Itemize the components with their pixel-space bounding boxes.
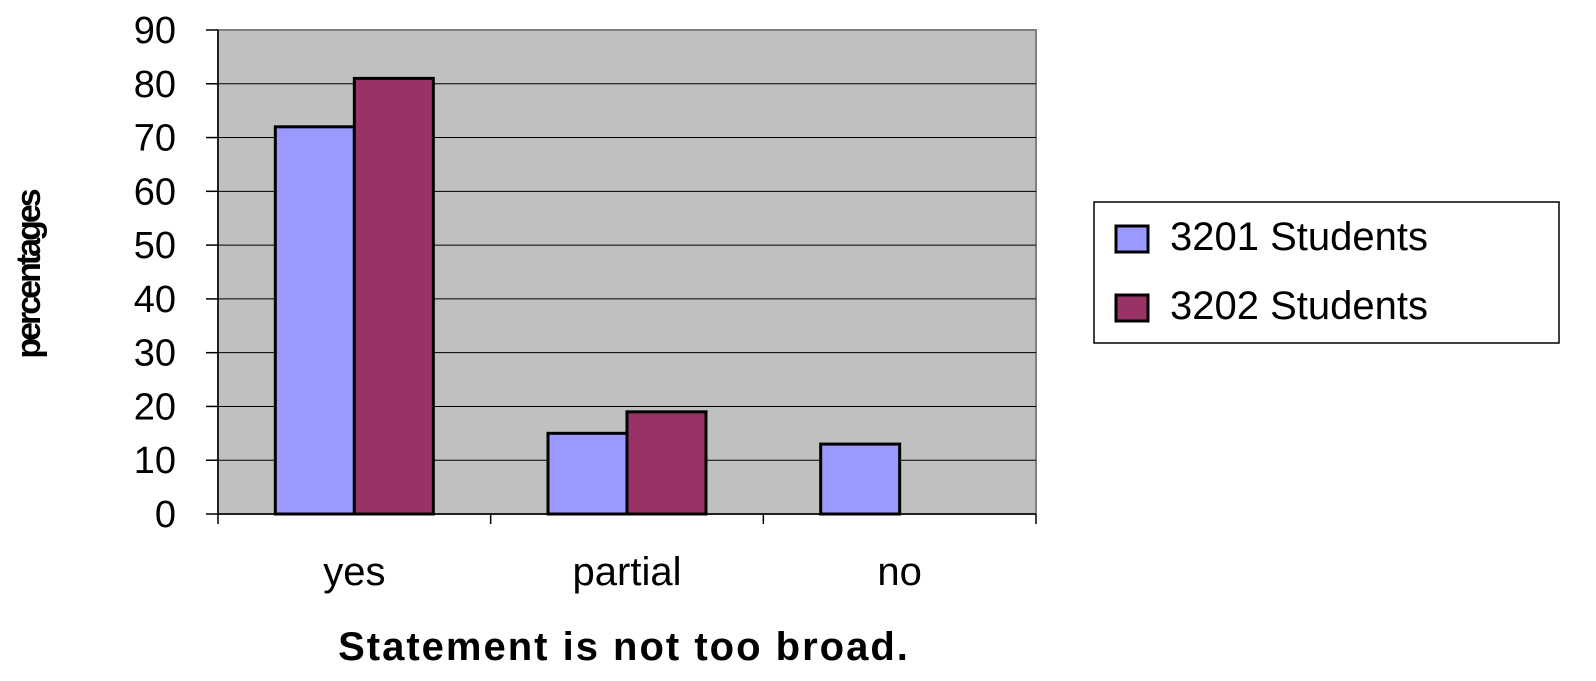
y-axis: 0 10 20 30 40 50 60 70 80 90	[134, 10, 219, 536]
y-tick-label: 40	[134, 279, 176, 321]
bar-no-series-0	[819, 442, 902, 516]
y-tick-label: 10	[134, 440, 176, 482]
y-tick-label: 90	[134, 10, 176, 52]
y-tick-label: 30	[134, 333, 176, 375]
legend-label-3201-students: 3201 Students	[1170, 215, 1428, 259]
bar-yes-series-0	[273, 125, 356, 516]
bars	[273, 76, 902, 516]
y-tick-label: 80	[134, 64, 176, 106]
x-category-label: partial	[573, 550, 682, 594]
bar-partial-series-1	[625, 410, 708, 516]
y-tick-label: 0	[155, 494, 176, 536]
y-tick-label: 50	[134, 225, 176, 267]
bar-partial-series-0	[546, 431, 629, 516]
y-tick-label: 70	[134, 118, 176, 160]
legend-swatch-3202-students	[1114, 293, 1150, 323]
x-category-label: yes	[323, 550, 385, 594]
legend-box	[1093, 201, 1560, 344]
y-axis-title: percentages	[10, 189, 48, 358]
legend-swatch-3201-students	[1114, 224, 1150, 254]
y-tick-label: 20	[134, 386, 176, 428]
y-tick-label: 60	[134, 171, 176, 213]
x-category-label: no	[877, 550, 922, 594]
bar-yes-series-1	[352, 76, 435, 516]
x-axis-title: Statement is not too broad.	[338, 625, 910, 669]
x-axis: yes partial no	[217, 513, 1037, 594]
legend-label-3202-students: 3202 Students	[1170, 284, 1428, 328]
legend: 3201 Students 3202 Students	[1093, 201, 1560, 344]
